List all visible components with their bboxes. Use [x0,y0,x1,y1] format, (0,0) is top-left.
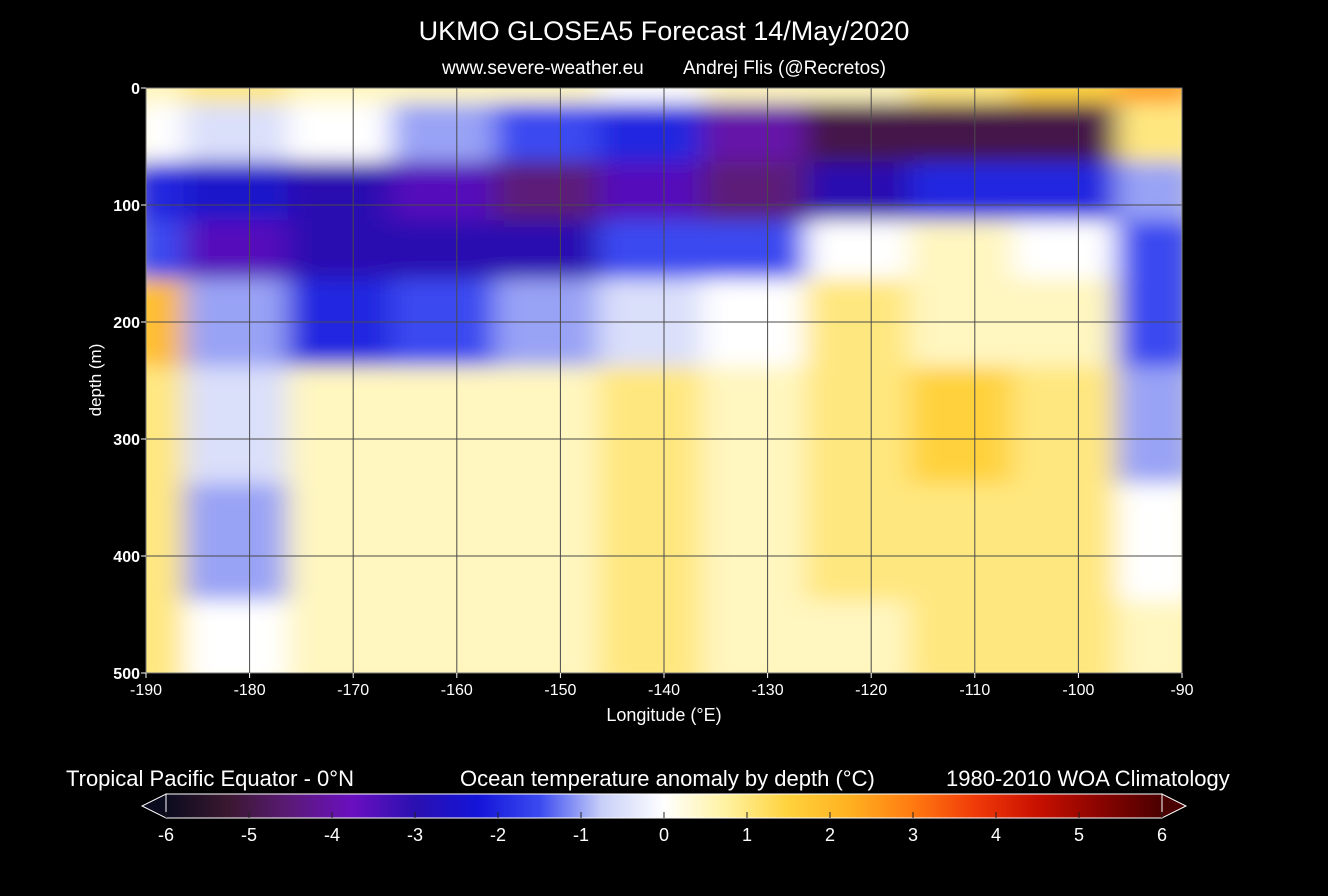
y-tick-label: 100 [113,198,140,215]
x-tick-label: -190 [130,682,162,699]
colorbar-tick-label: -1 [573,825,589,845]
colorbar-tick-label: 1 [742,825,752,845]
x-tick-label: -140 [648,682,680,699]
chart-subtitle: www.severe-weather.eu Andrej Flis (@Recr… [0,58,1328,80]
x-tick-label: -180 [234,682,266,699]
x-tick-label: -90 [1170,682,1193,699]
climatology-label: 1980-2010 WOA Climatology [946,766,1230,791]
x-tick-label: -150 [544,682,576,699]
colorbar-tick-label: 0 [659,825,669,845]
y-tick-label: 500 [113,666,140,683]
y-tick-label: 300 [113,432,140,449]
x-tick-label: -130 [752,682,784,699]
y-tick-label: 400 [113,549,140,566]
x-axis: -190 -180 -170 -160 -150 -140 -130 -120 -110 -100… [130,673,1194,699]
colorbar-tick-label: 6 [1157,825,1167,845]
website-credit: www.severe-weather.eu [442,58,644,79]
y-axis-label: depth (m) [86,344,105,417]
heatmap-cell [1116,600,1182,673]
colorbar-extend-low [140,793,167,819]
x-tick-label: -110 [959,682,990,699]
colorbar-tick-label: -4 [324,825,340,845]
colorbar-tick-label: -5 [241,825,257,845]
chart-title: UKMO GLOSEA5 Forecast 14/May/2020 [418,16,910,46]
x-tick-label: -160 [441,682,473,699]
y-axis: 0 100 200 300 400 500 [113,81,146,683]
colorbar-tick-label: -6 [158,825,174,845]
y-tick-label: 200 [113,315,140,332]
colorbar-tick-label: 5 [1074,825,1084,845]
gridlines [146,88,1182,673]
colorbar-tick-label: 2 [825,825,835,845]
colorbar-extend-high [1161,793,1188,819]
colorbar-tick-label: 4 [991,825,1001,845]
author-credit: Andrej Flis (@Recretos) [683,58,886,79]
colorbar-tick-label: -2 [490,825,506,845]
colorbar-tick-label: 3 [908,825,918,845]
colorbar: -6 -5 -4 -3 -2 -1 0 1 2 3 4 5 6 [140,793,1188,845]
x-axis-label: Longitude (°E) [606,705,721,725]
x-tick-label: -170 [337,682,369,699]
x-tick-label: -120 [855,682,887,699]
colorbar-tick-label: -3 [407,825,423,845]
variable-label: Ocean temperature anomaly by depth (°C) [460,766,875,791]
x-tick-label: -100 [1062,682,1094,699]
region-label: Tropical Pacific Equator - 0°N [66,766,354,791]
y-tick-label: 0 [131,81,140,98]
